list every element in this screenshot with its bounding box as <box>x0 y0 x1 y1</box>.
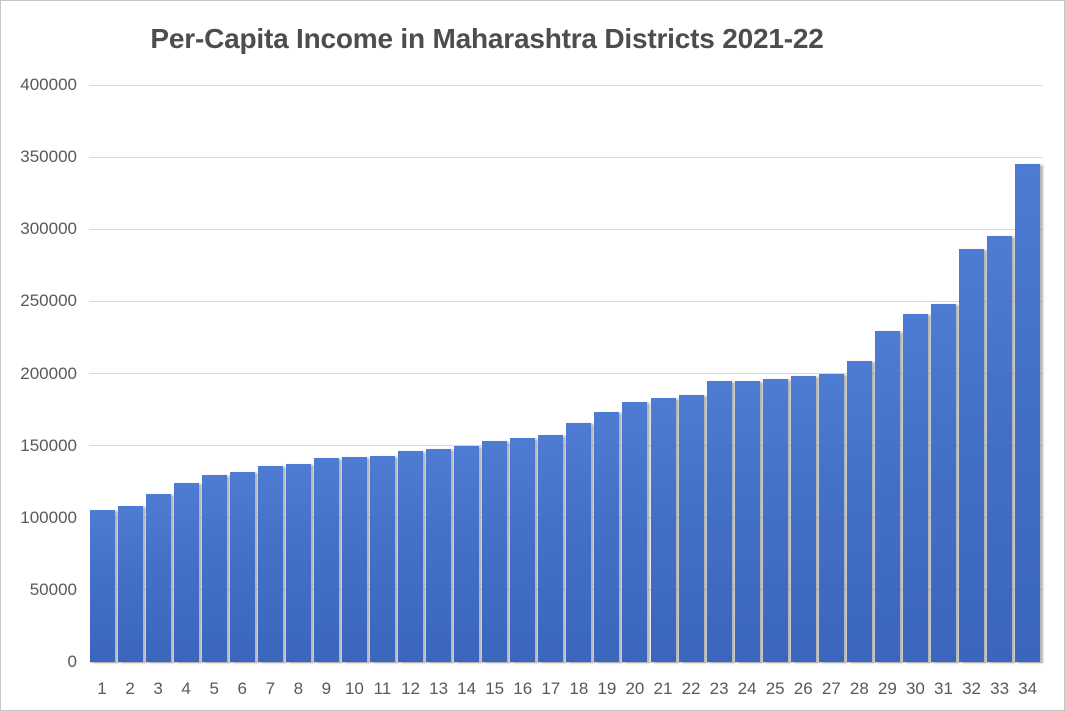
x-axis-tick-label: 15 <box>485 679 505 698</box>
bar-district-27 <box>818 374 844 662</box>
bar-district-3 <box>145 493 171 662</box>
x-axis-tick-label: 4 <box>181 679 191 698</box>
x-axis-tick-label: 13 <box>429 679 449 698</box>
bar-district-21 <box>650 398 676 662</box>
x-axis-tick-label: 25 <box>765 679 785 698</box>
bar-district-4 <box>173 483 199 662</box>
bar-district-2 <box>117 505 143 662</box>
y-axis-tick-label: 0 <box>67 652 77 671</box>
bar-district-31 <box>931 304 956 662</box>
bar-district-24 <box>734 381 760 662</box>
bar-district-1 <box>89 509 115 662</box>
gridline <box>89 445 1043 447</box>
bar-district-7 <box>257 465 283 662</box>
x-axis-tick-label: 3 <box>153 679 163 698</box>
y-axis-tick-label: 100000 <box>20 507 77 527</box>
bar-district-6 <box>229 471 255 662</box>
bar-district-18 <box>566 422 592 662</box>
x-axis-tick-label: 34 <box>1018 679 1038 698</box>
x-axis-tick-label: 27 <box>821 679 841 698</box>
bar-district-30 <box>902 313 928 662</box>
y-axis-tick-label: 300000 <box>20 219 77 239</box>
bar-district-16 <box>510 437 536 662</box>
bar-district-34 <box>1015 164 1041 662</box>
bar-district-14 <box>454 446 480 662</box>
gridline <box>89 661 1043 663</box>
x-axis-tick-label: 1 <box>97 679 107 698</box>
y-axis-tick-label: 50000 <box>29 579 77 599</box>
x-axis-tick-label: 26 <box>793 679 813 698</box>
bar-district-8 <box>285 463 311 662</box>
gridline <box>89 373 1043 374</box>
gridline <box>89 300 1043 302</box>
bar-district-32 <box>959 249 985 662</box>
bar-district-25 <box>762 378 788 662</box>
bar-district-22 <box>678 395 704 662</box>
y-axis-tick-label: 200000 <box>20 363 77 383</box>
bar-district-26 <box>790 376 816 662</box>
bar-district-15 <box>482 440 508 662</box>
gridline <box>89 228 1043 230</box>
x-axis-tick-label: 21 <box>653 679 673 698</box>
bar-district-19 <box>594 412 620 662</box>
x-axis-tick-label: 19 <box>597 679 617 698</box>
x-axis-tick-label: 2 <box>125 679 135 698</box>
bar-district-13 <box>426 449 452 662</box>
bar-district-20 <box>622 401 648 662</box>
x-axis-tick-label: 24 <box>737 679 757 698</box>
x-axis-tick-label: 23 <box>709 679 729 698</box>
bar-district-5 <box>201 475 227 662</box>
gridline <box>89 84 1043 86</box>
y-axis-tick-label: 250000 <box>20 291 77 311</box>
bar-district-28 <box>846 360 872 662</box>
x-axis-tick-label: 6 <box>237 679 247 698</box>
bar-district-29 <box>874 330 900 662</box>
x-axis-tick-label: 16 <box>513 679 533 698</box>
x-axis-tick-label: 32 <box>962 679 981 698</box>
x-axis-tick-label: 11 <box>373 679 392 698</box>
bar-district-9 <box>313 457 339 662</box>
y-axis-tick-label: 350000 <box>20 147 77 167</box>
bar-district-23 <box>706 381 732 662</box>
plot-area <box>89 84 1043 663</box>
x-axis-tick-label: 14 <box>457 679 477 698</box>
chart-title: Per-Capita Income in Maharashtra Distric… <box>150 23 824 54</box>
bar-district-12 <box>398 450 424 662</box>
gridline <box>89 156 1043 158</box>
x-axis-tick-label: 31 <box>934 679 953 698</box>
bar-district-10 <box>341 457 367 662</box>
x-axis-tick-label: 33 <box>990 679 1010 698</box>
x-axis-tick-label: 9 <box>321 679 332 698</box>
y-axis-tick-label: 150000 <box>20 435 77 455</box>
x-axis-tick-label: 12 <box>401 679 420 698</box>
x-axis-tick-label: 5 <box>209 679 219 698</box>
x-axis-tick-label: 8 <box>293 679 304 698</box>
y-axis-tick-label: 400000 <box>20 75 77 94</box>
x-axis-tick-label: 17 <box>541 679 561 698</box>
x-axis-tick-label: 29 <box>877 679 897 698</box>
gridline <box>89 589 1043 591</box>
gridline <box>89 517 1043 519</box>
x-axis-tick-label: 18 <box>569 679 589 698</box>
x-axis-tick-label: 22 <box>681 679 701 698</box>
x-axis-tick-label: 20 <box>625 679 645 698</box>
x-axis-tick-label: 7 <box>265 679 276 698</box>
x-axis-tick-label: 10 <box>344 679 364 698</box>
x-axis-tick-label: 28 <box>849 679 869 698</box>
bar-district-11 <box>370 456 395 662</box>
bar-district-17 <box>538 434 564 662</box>
x-axis-tick-label: 30 <box>905 679 925 698</box>
bar-district-33 <box>987 236 1013 662</box>
